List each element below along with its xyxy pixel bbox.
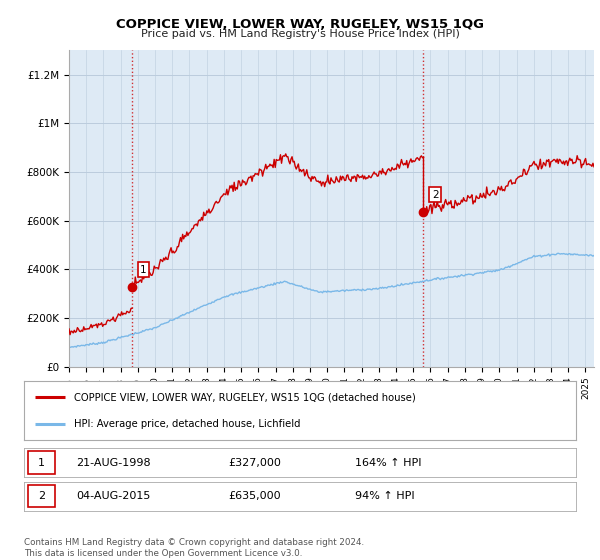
Text: 21-AUG-1998: 21-AUG-1998 [76,458,151,468]
Text: £327,000: £327,000 [228,458,281,468]
Text: Price paid vs. HM Land Registry's House Price Index (HPI): Price paid vs. HM Land Registry's House … [140,29,460,39]
Text: 1: 1 [140,265,147,274]
FancyBboxPatch shape [28,485,55,507]
Text: 164% ↑ HPI: 164% ↑ HPI [355,458,422,468]
Text: Contains HM Land Registry data © Crown copyright and database right 2024.
This d: Contains HM Land Registry data © Crown c… [24,538,364,558]
Text: 04-AUG-2015: 04-AUG-2015 [76,491,151,501]
Text: 94% ↑ HPI: 94% ↑ HPI [355,491,415,501]
Text: COPPICE VIEW, LOWER WAY, RUGELEY, WS15 1QG: COPPICE VIEW, LOWER WAY, RUGELEY, WS15 1… [116,18,484,31]
Text: COPPICE VIEW, LOWER WAY, RUGELEY, WS15 1QG (detached house): COPPICE VIEW, LOWER WAY, RUGELEY, WS15 1… [74,392,415,402]
Text: 1: 1 [38,458,45,468]
FancyBboxPatch shape [28,451,55,474]
Text: £635,000: £635,000 [228,491,281,501]
Text: HPI: Average price, detached house, Lichfield: HPI: Average price, detached house, Lich… [74,419,300,429]
Text: 2: 2 [432,190,439,200]
Text: 2: 2 [38,491,45,501]
